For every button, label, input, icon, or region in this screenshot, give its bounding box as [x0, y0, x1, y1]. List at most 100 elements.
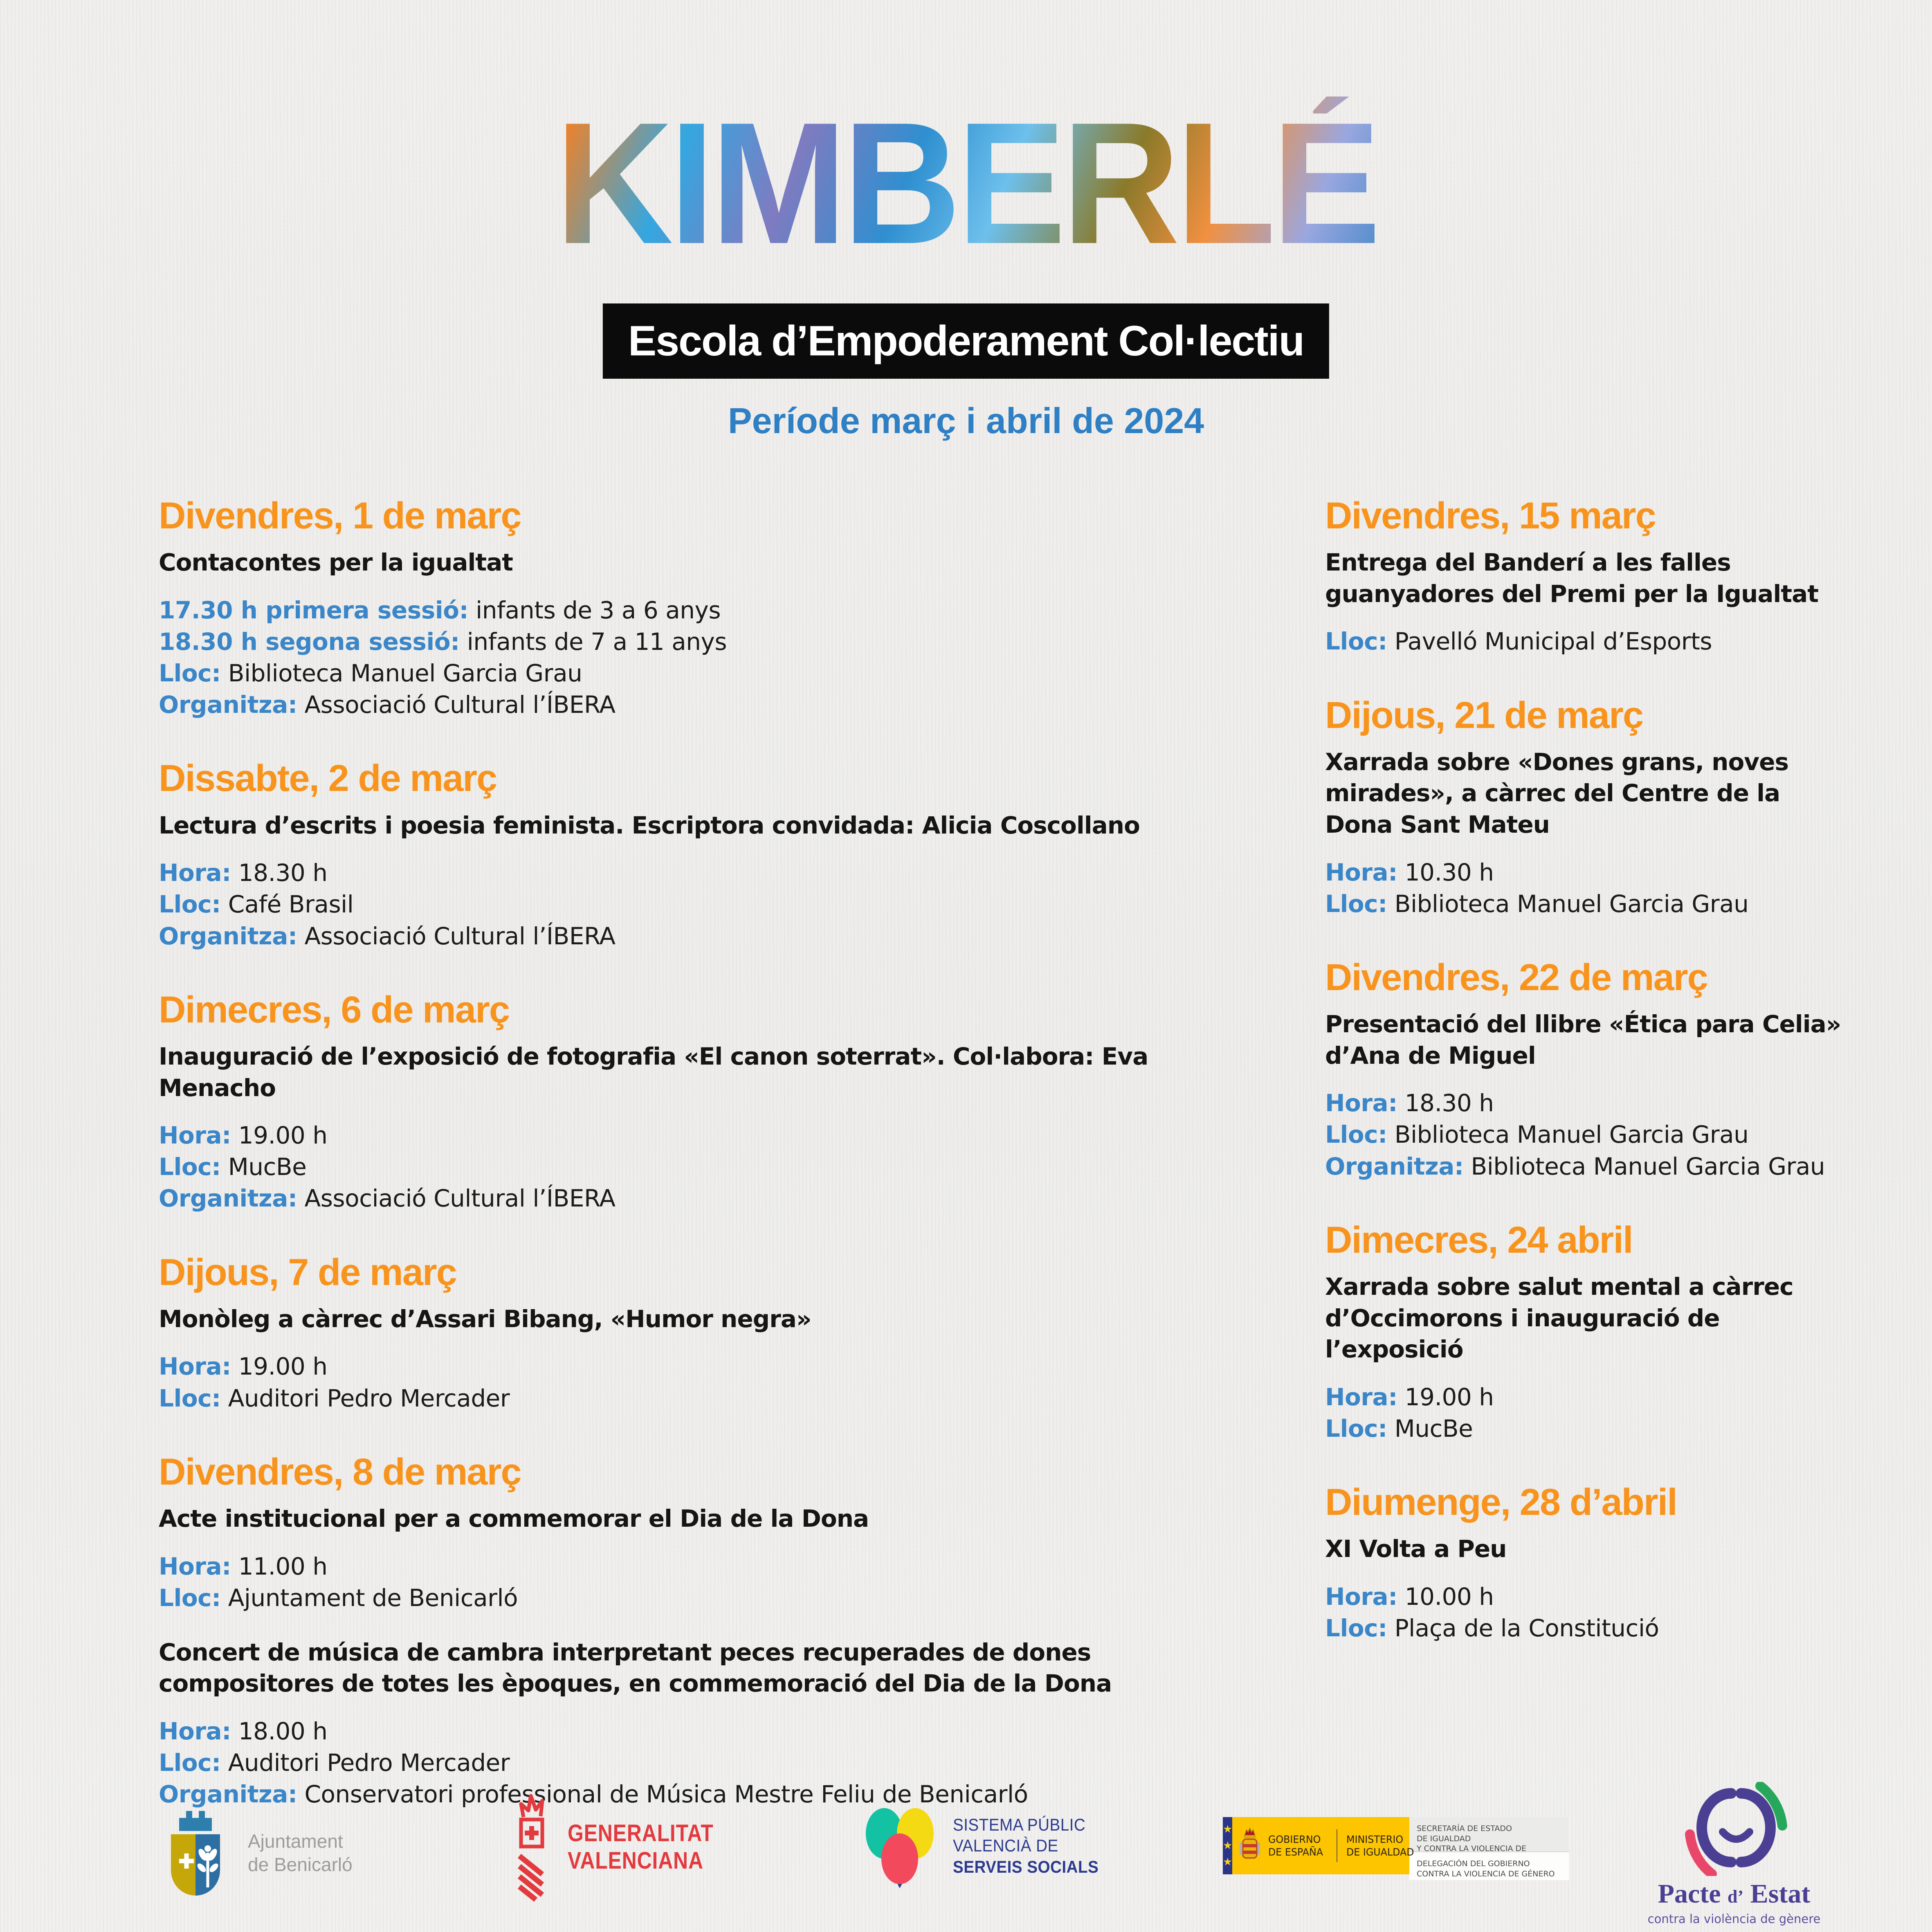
event-detail-line: Hora: 10.30 h — [1325, 857, 1853, 888]
event-detail-value: 11.00 h — [238, 1552, 328, 1580]
event-detail-value: 18.00 h — [238, 1717, 328, 1745]
event-detail-value: 10.30 h — [1404, 858, 1494, 886]
event-title: Concert de música de cambra interpretant… — [159, 1638, 1112, 1698]
event-date-heading: Dijous, 7 de març — [159, 1251, 457, 1293]
event-detail-label: 18.30 h segona sessió: — [159, 628, 460, 656]
secretaria-block: SECRETARÍA DE ESTADO DE IGUALDAD Y CONTR… — [1409, 1817, 1569, 1863]
event-detail-line: Hora: 18.30 h — [159, 857, 1206, 889]
event-detail-value: Conservatori professional de Música Mest… — [304, 1780, 1029, 1808]
event-detail-label: Lloc: — [159, 1749, 221, 1777]
event-detail-value: Associació Cultural l’ÍBERA — [304, 1184, 616, 1213]
event-detail-value: MucBe — [1394, 1414, 1473, 1442]
sistema-circles-icon — [866, 1808, 934, 1888]
logo-gobierno-espana: ★ ★ ★ G — [1223, 1817, 1569, 1880]
event-detail-line: 17.30 h primera sessió: infants de 3 a 6… — [159, 595, 1206, 626]
pacte-word1: Pacte — [1658, 1879, 1721, 1909]
event-block: Dijous, 21 de març Xarrada sobre «Dones g… — [1325, 695, 1853, 920]
generalitat-line2: VALENCIANA — [568, 1847, 703, 1874]
secretaria-line2: DE IGUALDAD — [1417, 1834, 1471, 1843]
pacte-word3: Estat — [1750, 1879, 1811, 1909]
footer-logos: Ajuntament de Benicarló GENERALITAT — [0, 1782, 1932, 1926]
sistema-line3: SERVEIS SOCIALS — [953, 1857, 1099, 1876]
event-detail-label: Lloc: — [1325, 1121, 1387, 1149]
secretaria-line1: SECRETARÍA DE ESTADO — [1417, 1824, 1512, 1833]
kimberle-logo: KIMBERLÉ — [0, 96, 1932, 270]
event-detail-label: Hora: — [1325, 1383, 1397, 1411]
event-detail-line: Lloc: Ajuntament de Benicarló — [159, 1582, 1206, 1614]
gobierno-departments: SECRETARÍA DE ESTADO DE IGUALDAD Y CONTR… — [1409, 1817, 1569, 1880]
event-detail-value: Pavelló Municipal d’Esports — [1394, 627, 1712, 656]
event-detail-label: Hora: — [159, 1552, 231, 1580]
event-title: Xarrada sobre «Dones grans, noves mirade… — [1325, 748, 1789, 839]
event-date-heading: Dissabte, 2 de març — [159, 757, 497, 800]
eu-stars-band: ★ ★ ★ — [1223, 1817, 1233, 1874]
sistema-line2: VALENCIÀ DE — [953, 1836, 1058, 1856]
event-detail-line: Organitza: Associació Cultural l’ÍBERA — [159, 921, 1206, 952]
delegacion-block: DELEGACIÓN DEL GOBIERNO CONTRA LA VIOLEN… — [1409, 1851, 1569, 1880]
delegacion-line2: CONTRA LA VIOLENCIA DE GÉNERO — [1417, 1869, 1555, 1878]
event-detail-line: Hora: 18.00 h — [159, 1716, 1206, 1747]
event-detail-label: Hora: — [159, 859, 231, 887]
event-block: Divendres, 8 de març Acte institucional p… — [159, 1451, 1206, 1811]
event-detail-label: Hora: — [159, 1352, 231, 1381]
logo-generalitat-valenciana: GENERALITAT VALENCIANA — [507, 1793, 737, 1902]
event-detail-line: Lloc: Plaça de la Constitució — [1325, 1613, 1853, 1644]
event-detail-label: Organitza: — [159, 691, 297, 719]
gobierno-line2: DE ESPAÑA — [1268, 1846, 1323, 1858]
event-block: Diumenge, 28 d’abril XI Volta a Peu Hora: … — [1325, 1482, 1853, 1644]
event-block: Divendres, 1 de març Contacontes per la i… — [159, 495, 1206, 721]
event-detail-value: Café Brasil — [228, 890, 354, 919]
flag-yellow-field: GOBIERNO DE ESPAÑA MINISTERIO DE IGUALDA… — [1232, 1817, 1424, 1874]
event-detail-value: 19.00 h — [238, 1352, 328, 1381]
event-detail-label: Lloc: — [1325, 627, 1387, 656]
benicarlo-line2: de Benicarló — [248, 1854, 353, 1875]
ministerio-line1: MINISTERIO — [1346, 1833, 1404, 1845]
event-detail-value: Auditori Pedro Mercader — [228, 1749, 510, 1777]
event-title: Monòleg a càrrec d’Assari Bibang, «Humor… — [159, 1305, 811, 1333]
banner-title: Escola d’Empoderament Col·lectiu — [602, 303, 1330, 379]
event-detail-label: Hora: — [159, 1121, 231, 1150]
event-title: Contacontes per la igualtat — [159, 548, 513, 577]
event-detail-line: Organitza: Biblioteca Manuel Garcia Grau — [1325, 1151, 1853, 1182]
event-title: Lectura d’escrits i poesia feminista. Es… — [159, 811, 1140, 839]
event-detail-value: Biblioteca Manuel Garcia Grau — [1471, 1152, 1825, 1180]
spain-coat-of-arms-icon — [1240, 1827, 1260, 1859]
generalitat-line1: GENERALITAT — [568, 1820, 714, 1847]
event-detail-label: Organitza: — [1325, 1152, 1464, 1180]
pacte-tagline: contra la violència de gènere — [1647, 1912, 1821, 1926]
event-detail-value: Auditori Pedro Mercader — [228, 1384, 510, 1412]
event-detail-value: Biblioteca Manuel Garcia Grau — [228, 659, 582, 687]
event-title: Entrega del Banderí a les falles guanyad… — [1325, 548, 1819, 608]
event-detail-label: Hora: — [1325, 1582, 1397, 1611]
event-title: XI Volta a Peu — [1325, 1535, 1507, 1563]
event-detail-value: Biblioteca Manuel Garcia Grau — [1394, 890, 1749, 918]
events-column-right: Divendres, 15 març Entrega del Banderí a … — [1325, 494, 1853, 1644]
event-block: Divendres, 15 març Entrega del Banderí a … — [1325, 495, 1853, 658]
sistema-label: SISTEMA PÚBLIC VALENCIÀ DE SERVEIS SOCIA… — [953, 1814, 1099, 1877]
sistema-line1: SISTEMA PÚBLIC — [953, 1815, 1086, 1835]
event-detail-value: Biblioteca Manuel Garcia Grau — [1394, 1121, 1749, 1149]
event-detail-line: Lloc: Auditori Pedro Mercader — [159, 1747, 1206, 1779]
event-detail-line: Hora: 10.00 h — [1325, 1581, 1853, 1613]
logo-sistema-public: SISTEMA PÚBLIC VALENCIÀ DE SERVEIS SOCIA… — [859, 1802, 1111, 1890]
logo-ajuntament-benicarlo: Ajuntament de Benicarló — [160, 1806, 353, 1901]
event-detail-value: 18.30 h — [1404, 1089, 1494, 1117]
period-subtitle: Període març i abril de 2024 — [728, 400, 1204, 441]
event-title: Xarrada sobre salut mental a càrrec d’Oc… — [1325, 1273, 1794, 1364]
event-detail-value: Plaça de la Constitució — [1394, 1614, 1659, 1642]
pacte-face-icon — [1685, 1782, 1787, 1876]
event-detail-value: 19.00 h — [1404, 1383, 1494, 1411]
event-detail-line: Organitza: Associació Cultural l’ÍBERA — [159, 689, 1206, 721]
event-detail-line: Lloc: Biblioteca Manuel Garcia Grau — [159, 658, 1206, 689]
event-block: Dijous, 7 de març Monòleg a càrrec d’Assa… — [159, 1252, 1206, 1414]
event-detail-line: Organitza: Associació Cultural l’ÍBERA — [159, 1183, 1206, 1214]
pacte-title: Pacte d’ Estat — [1658, 1878, 1811, 1910]
benicarlo-label: Ajuntament de Benicarló — [248, 1830, 353, 1877]
event-block: Divendres, 22 de març Presentació del lli… — [1325, 957, 1853, 1182]
event-detail-line: Lloc: Auditori Pedro Mercader — [159, 1383, 1206, 1414]
event-detail-value: Ajuntament de Benicarló — [228, 1584, 518, 1612]
event-block: Dimecres, 6 de març Inauguració de l’expo… — [159, 989, 1206, 1215]
event-detail-value: MucBe — [228, 1153, 307, 1181]
event-detail-label: Lloc: — [159, 659, 221, 687]
